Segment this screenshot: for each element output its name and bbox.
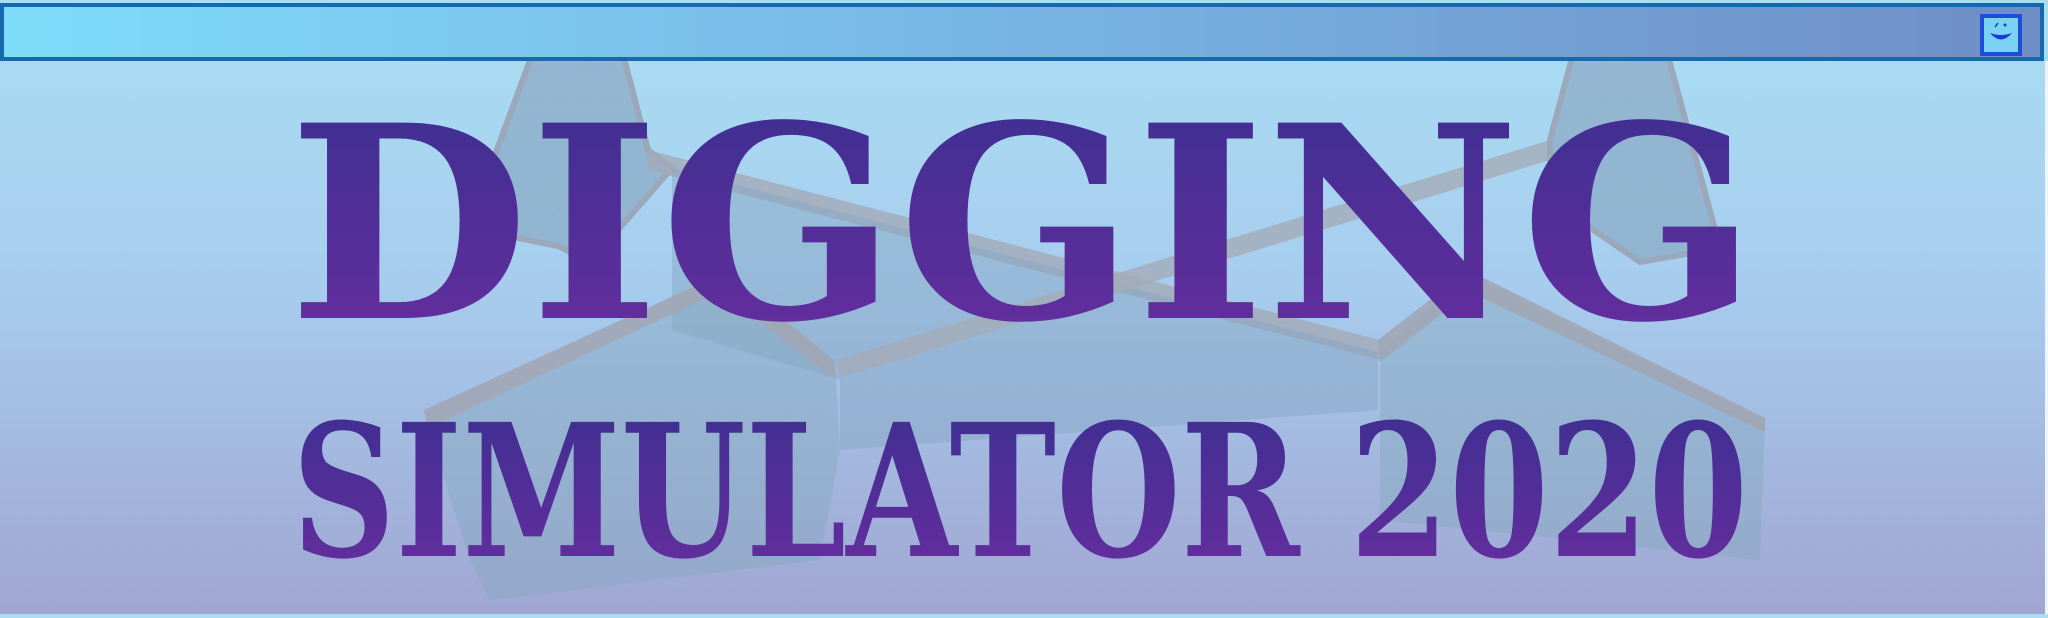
window-edge (2045, 61, 2048, 614)
title-line-2: SIMULATOR 2020 (292, 384, 1748, 600)
smiley-face-icon (1986, 19, 2016, 51)
menu-button[interactable] (1980, 14, 2022, 56)
title-line-1: DIGGING (288, 67, 1758, 382)
top-bar (0, 3, 2044, 61)
